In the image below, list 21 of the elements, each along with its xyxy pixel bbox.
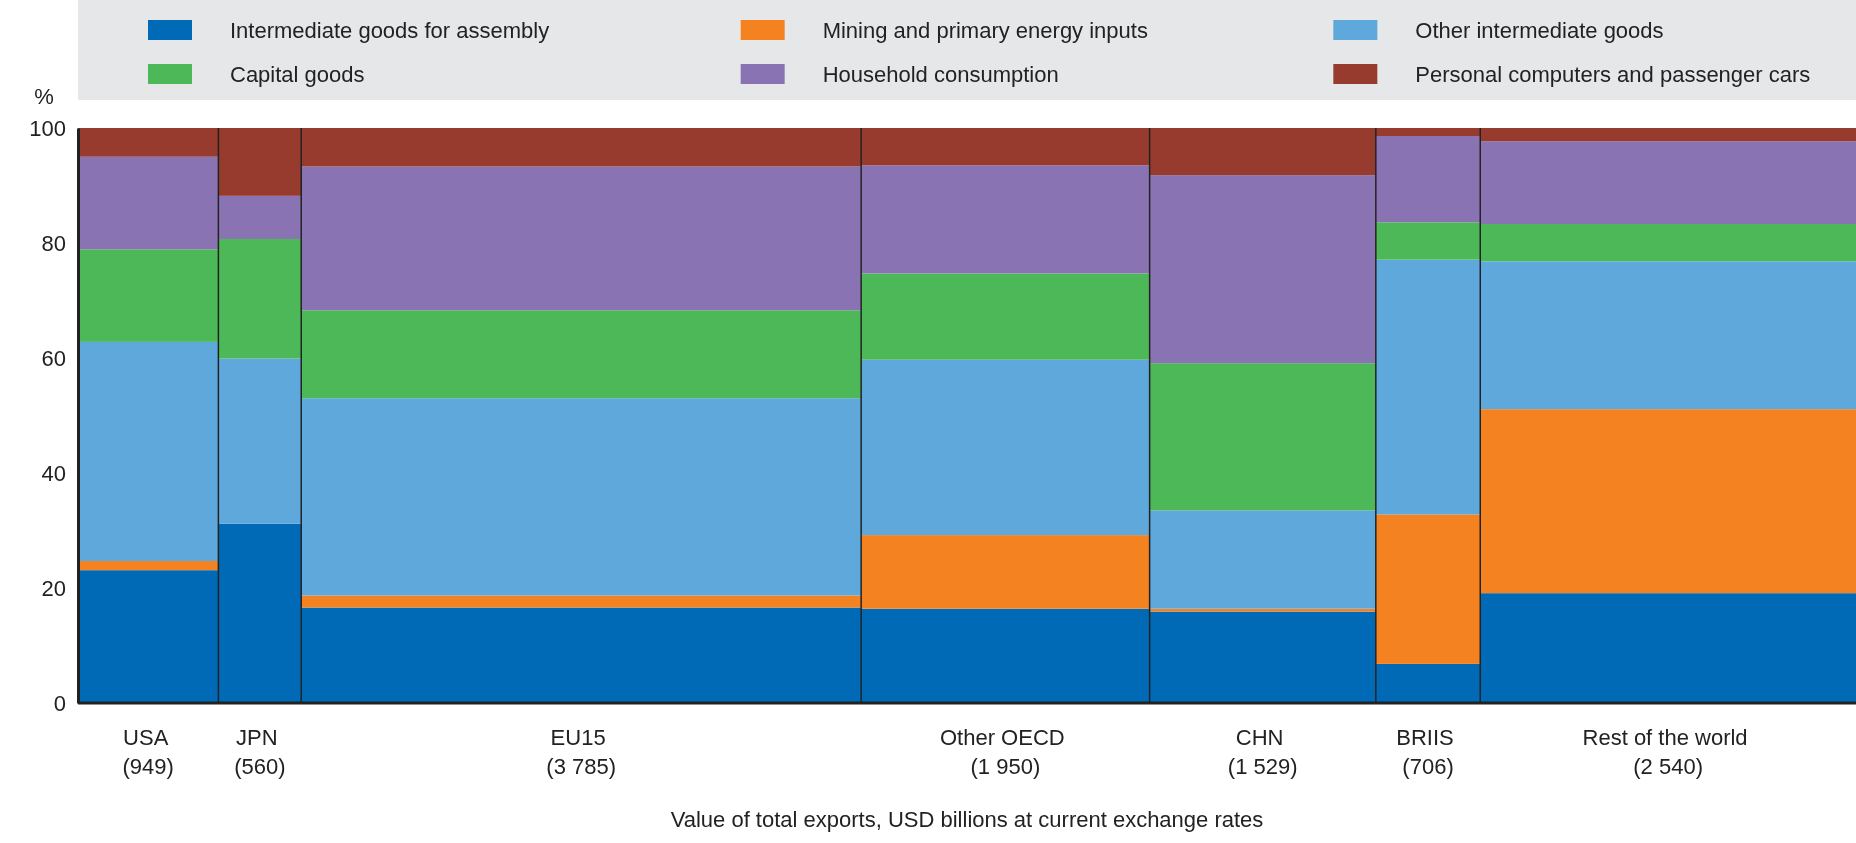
x-tick-label: USA (949) <box>122 725 174 779</box>
x-tick-label: CHN (1 529) <box>1227 725 1298 779</box>
legend-label: Intermediate goods for assembly <box>230 18 550 43</box>
y-tick-label: 40 <box>41 460 66 486</box>
y-axis-title: % <box>34 84 54 109</box>
legend-label: Household consumption <box>822 62 1059 87</box>
x-tick-label: JPN (560) <box>234 725 286 779</box>
x-tick-label: Other OECD (1 950) <box>939 725 1071 779</box>
x-tick-label: BRIIS (706) <box>1396 725 1460 779</box>
x-tick-label: EU15 (3 785) <box>546 725 617 779</box>
legend-label: Other intermediate goods <box>1415 18 1664 43</box>
y-tick-label: 100 <box>29 115 66 141</box>
y-tick-label: 60 <box>41 345 66 371</box>
legend-label: Capital goods <box>230 62 365 87</box>
legend-label: Personal computers and passenger cars <box>1415 62 1811 87</box>
x-axis-title: Value of total exports, USD billions at current exchange rates <box>670 807 1264 832</box>
y-tick-label: 80 <box>41 230 66 256</box>
x-tick-label: Rest of the world (2 540) <box>1582 725 1754 779</box>
y-tick-label: 0 <box>53 690 66 716</box>
y-tick-label: 20 <box>41 575 66 601</box>
legend-label: Mining and primary energy inputs <box>822 18 1148 43</box>
